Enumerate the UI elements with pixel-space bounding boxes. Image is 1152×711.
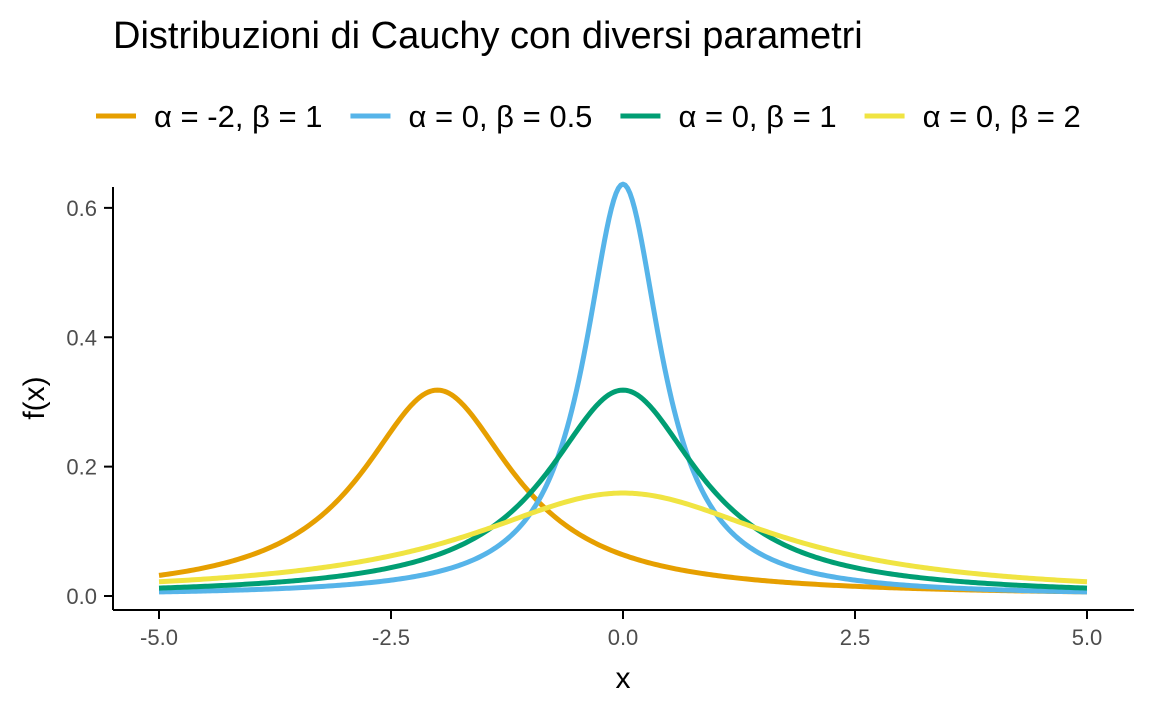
series-line-3 (158, 387, 1088, 591)
x-ticks: -5.0 -2.5 0.0 2.5 5.0 (140, 610, 1102, 650)
x-tick-label: 5.0 (1072, 625, 1103, 650)
legend-label: α = 0, β = 0.5 (408, 99, 592, 134)
legend-item-1: α = -2, β = 1 (96, 99, 322, 134)
y-tick-label: 0.6 (66, 196, 97, 221)
y-tick-label: 0.0 (66, 584, 97, 609)
legend-item-4: α = 0, β = 2 (864, 99, 1081, 134)
x-tick-label: -5.0 (140, 625, 178, 650)
legend-item-3: α = 0, β = 1 (620, 99, 837, 134)
plot-curves (158, 181, 1088, 595)
series-line-4 (158, 490, 1088, 585)
series-line-2 (158, 181, 1088, 595)
legend-label: α = -2, β = 1 (154, 99, 322, 134)
legend-label: α = 0, β = 1 (678, 99, 836, 134)
x-tick-label: 2.5 (840, 625, 871, 650)
x-axis-title: x (616, 662, 631, 695)
y-tick-label: 0.2 (66, 455, 97, 480)
legend-item-2: α = 0, β = 0.5 (350, 99, 592, 134)
y-tick-label: 0.4 (66, 325, 97, 350)
x-tick-label: 0.0 (608, 625, 639, 650)
y-ticks: 0.0 0.2 0.4 0.6 (66, 196, 113, 609)
chart-title: Distribuzioni di Cauchy con diversi para… (113, 15, 863, 57)
x-tick-label: -2.5 (372, 625, 410, 650)
legend: α = -2, β = 1 α = 0, β = 0.5 α = 0, β = 1 α… (96, 99, 1081, 134)
legend-label: α = 0, β = 2 (923, 99, 1081, 134)
y-axis-title: f(x) (18, 376, 51, 419)
